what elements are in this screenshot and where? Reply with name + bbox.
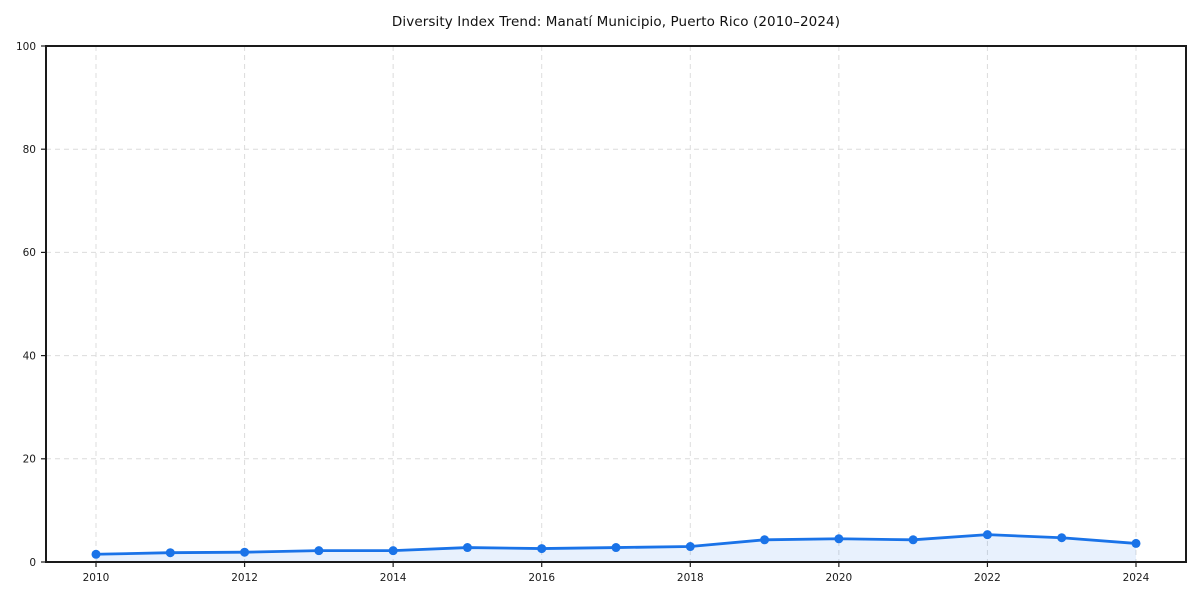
y-tick-label: 20 [23,454,36,466]
data-point-2015 [462,543,472,553]
data-point-2011 [165,548,175,558]
x-tick-label: 2020 [825,572,852,584]
x-tick-label: 2018 [677,572,704,584]
plot-border [45,45,1187,563]
data-point-2018 [685,542,695,552]
data-point-2022 [982,530,992,540]
chart-title: Diversity Index Trend: Manatí Municipio,… [391,14,841,30]
x-tick-label: 2024 [1123,572,1150,584]
x-tick-label: 2022 [974,572,1001,584]
x-tick-label: 2010 [83,572,110,584]
data-point-2017 [611,543,621,553]
x-tick-label: 2012 [231,572,258,584]
data-point-2021 [908,535,918,545]
data-point-2013 [314,546,324,556]
y-tick-label: 40 [23,350,36,362]
y-tick-label: 60 [23,247,36,259]
x-tick-label: 2014 [380,572,407,584]
data-point-2020 [834,534,844,544]
data-point-2016 [537,544,547,554]
data-point-2012 [240,547,250,557]
y-tick-label: 0 [29,557,36,569]
x-tick-label: 2016 [528,572,555,584]
y-tick-label: 100 [16,41,36,53]
data-point-2024 [1131,538,1141,548]
data-point-2014 [388,546,398,556]
data-point-2019 [760,535,770,545]
y-tick-label: 80 [23,144,36,156]
data-point-2023 [1057,533,1067,543]
data-point-2010 [91,549,101,559]
